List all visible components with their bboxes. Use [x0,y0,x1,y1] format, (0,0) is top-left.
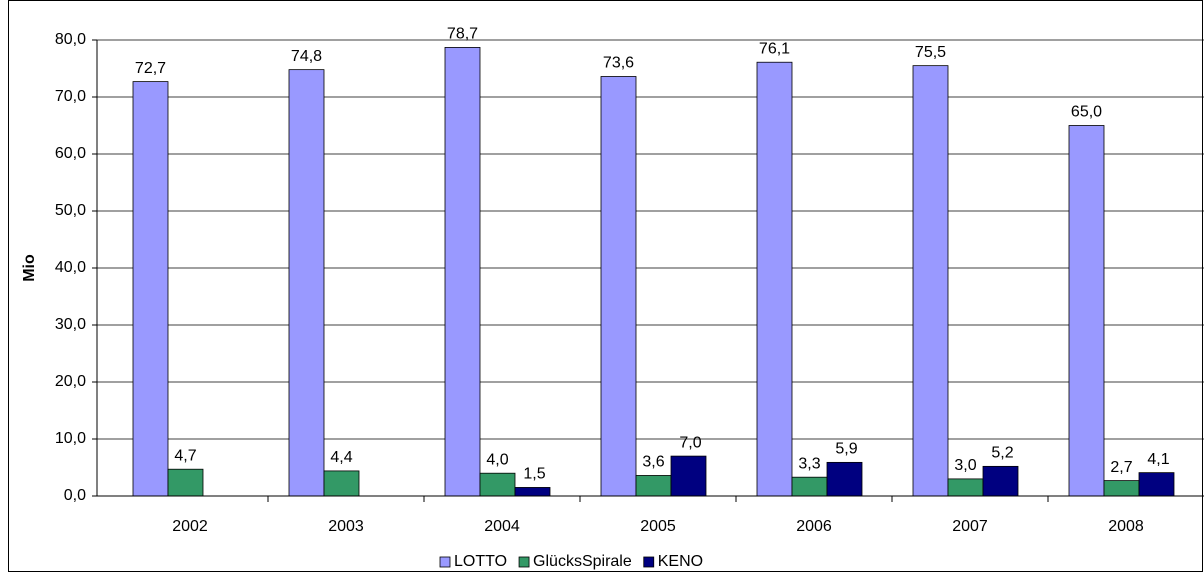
legend-label: LOTTO [454,553,507,570]
bar [132,81,169,497]
y-tick-label: 60,0 [55,145,86,162]
bar [1068,125,1105,497]
legend-swatch [439,556,451,568]
bar [791,476,828,497]
bar [288,69,325,497]
bar [1103,480,1140,497]
value-label: 3,3 [798,455,820,472]
value-label: 4,7 [174,447,196,464]
value-label: 4,0 [486,451,508,468]
value-label: 3,0 [954,457,976,474]
y-tick-label: 70,0 [55,88,86,105]
y-tick-label: 20,0 [55,373,86,390]
value-label: 7,0 [679,434,701,451]
value-label: 4,4 [330,449,352,466]
x-tick-label: 2002 [172,518,208,535]
y-axis-label: Mio [21,254,38,282]
bar [826,461,863,497]
bar [982,465,1019,497]
legend-label: KENO [658,553,703,570]
bar [479,472,516,497]
value-label: 76,1 [759,40,790,57]
value-label: 78,7 [447,26,478,43]
y-tick-label: 10,0 [55,430,86,447]
value-label: 1,5 [523,466,545,483]
value-label: 74,8 [291,48,322,65]
value-label: 2,7 [1110,459,1132,476]
bar [444,47,481,497]
y-tick-label: 80,0 [55,31,86,48]
bar [947,478,984,497]
x-tick-label: 2005 [640,518,676,535]
value-label: 4,1 [1147,451,1169,468]
bar [514,487,551,497]
bar [167,468,204,497]
legend-swatch [518,556,530,568]
value-label: 5,2 [991,445,1013,462]
x-tick-label: 2006 [796,518,832,535]
bar [323,470,360,497]
legend-label: GlücksSpirale [533,553,632,570]
bar [600,76,637,497]
x-tick-label: 2003 [328,518,364,535]
legend-swatch [643,556,655,568]
value-label: 65,0 [1071,104,1102,121]
y-tick-label: 50,0 [55,202,86,219]
bar [670,455,707,497]
value-label: 72,7 [135,60,166,77]
bar [1138,472,1175,497]
y-tick-label: 40,0 [55,259,86,276]
bar [756,61,793,497]
y-tick-label: 30,0 [55,316,86,333]
value-label: 3,6 [642,454,664,471]
bar [912,65,949,497]
y-tick-label: 0,0 [64,487,86,504]
value-label: 75,5 [915,44,946,61]
x-tick-label: 2007 [952,518,988,535]
value-label: 73,6 [603,55,634,72]
value-label: 5,9 [835,441,857,458]
x-tick-label: 2008 [1108,518,1144,535]
bar [635,475,672,497]
x-tick-label: 2004 [484,518,520,535]
